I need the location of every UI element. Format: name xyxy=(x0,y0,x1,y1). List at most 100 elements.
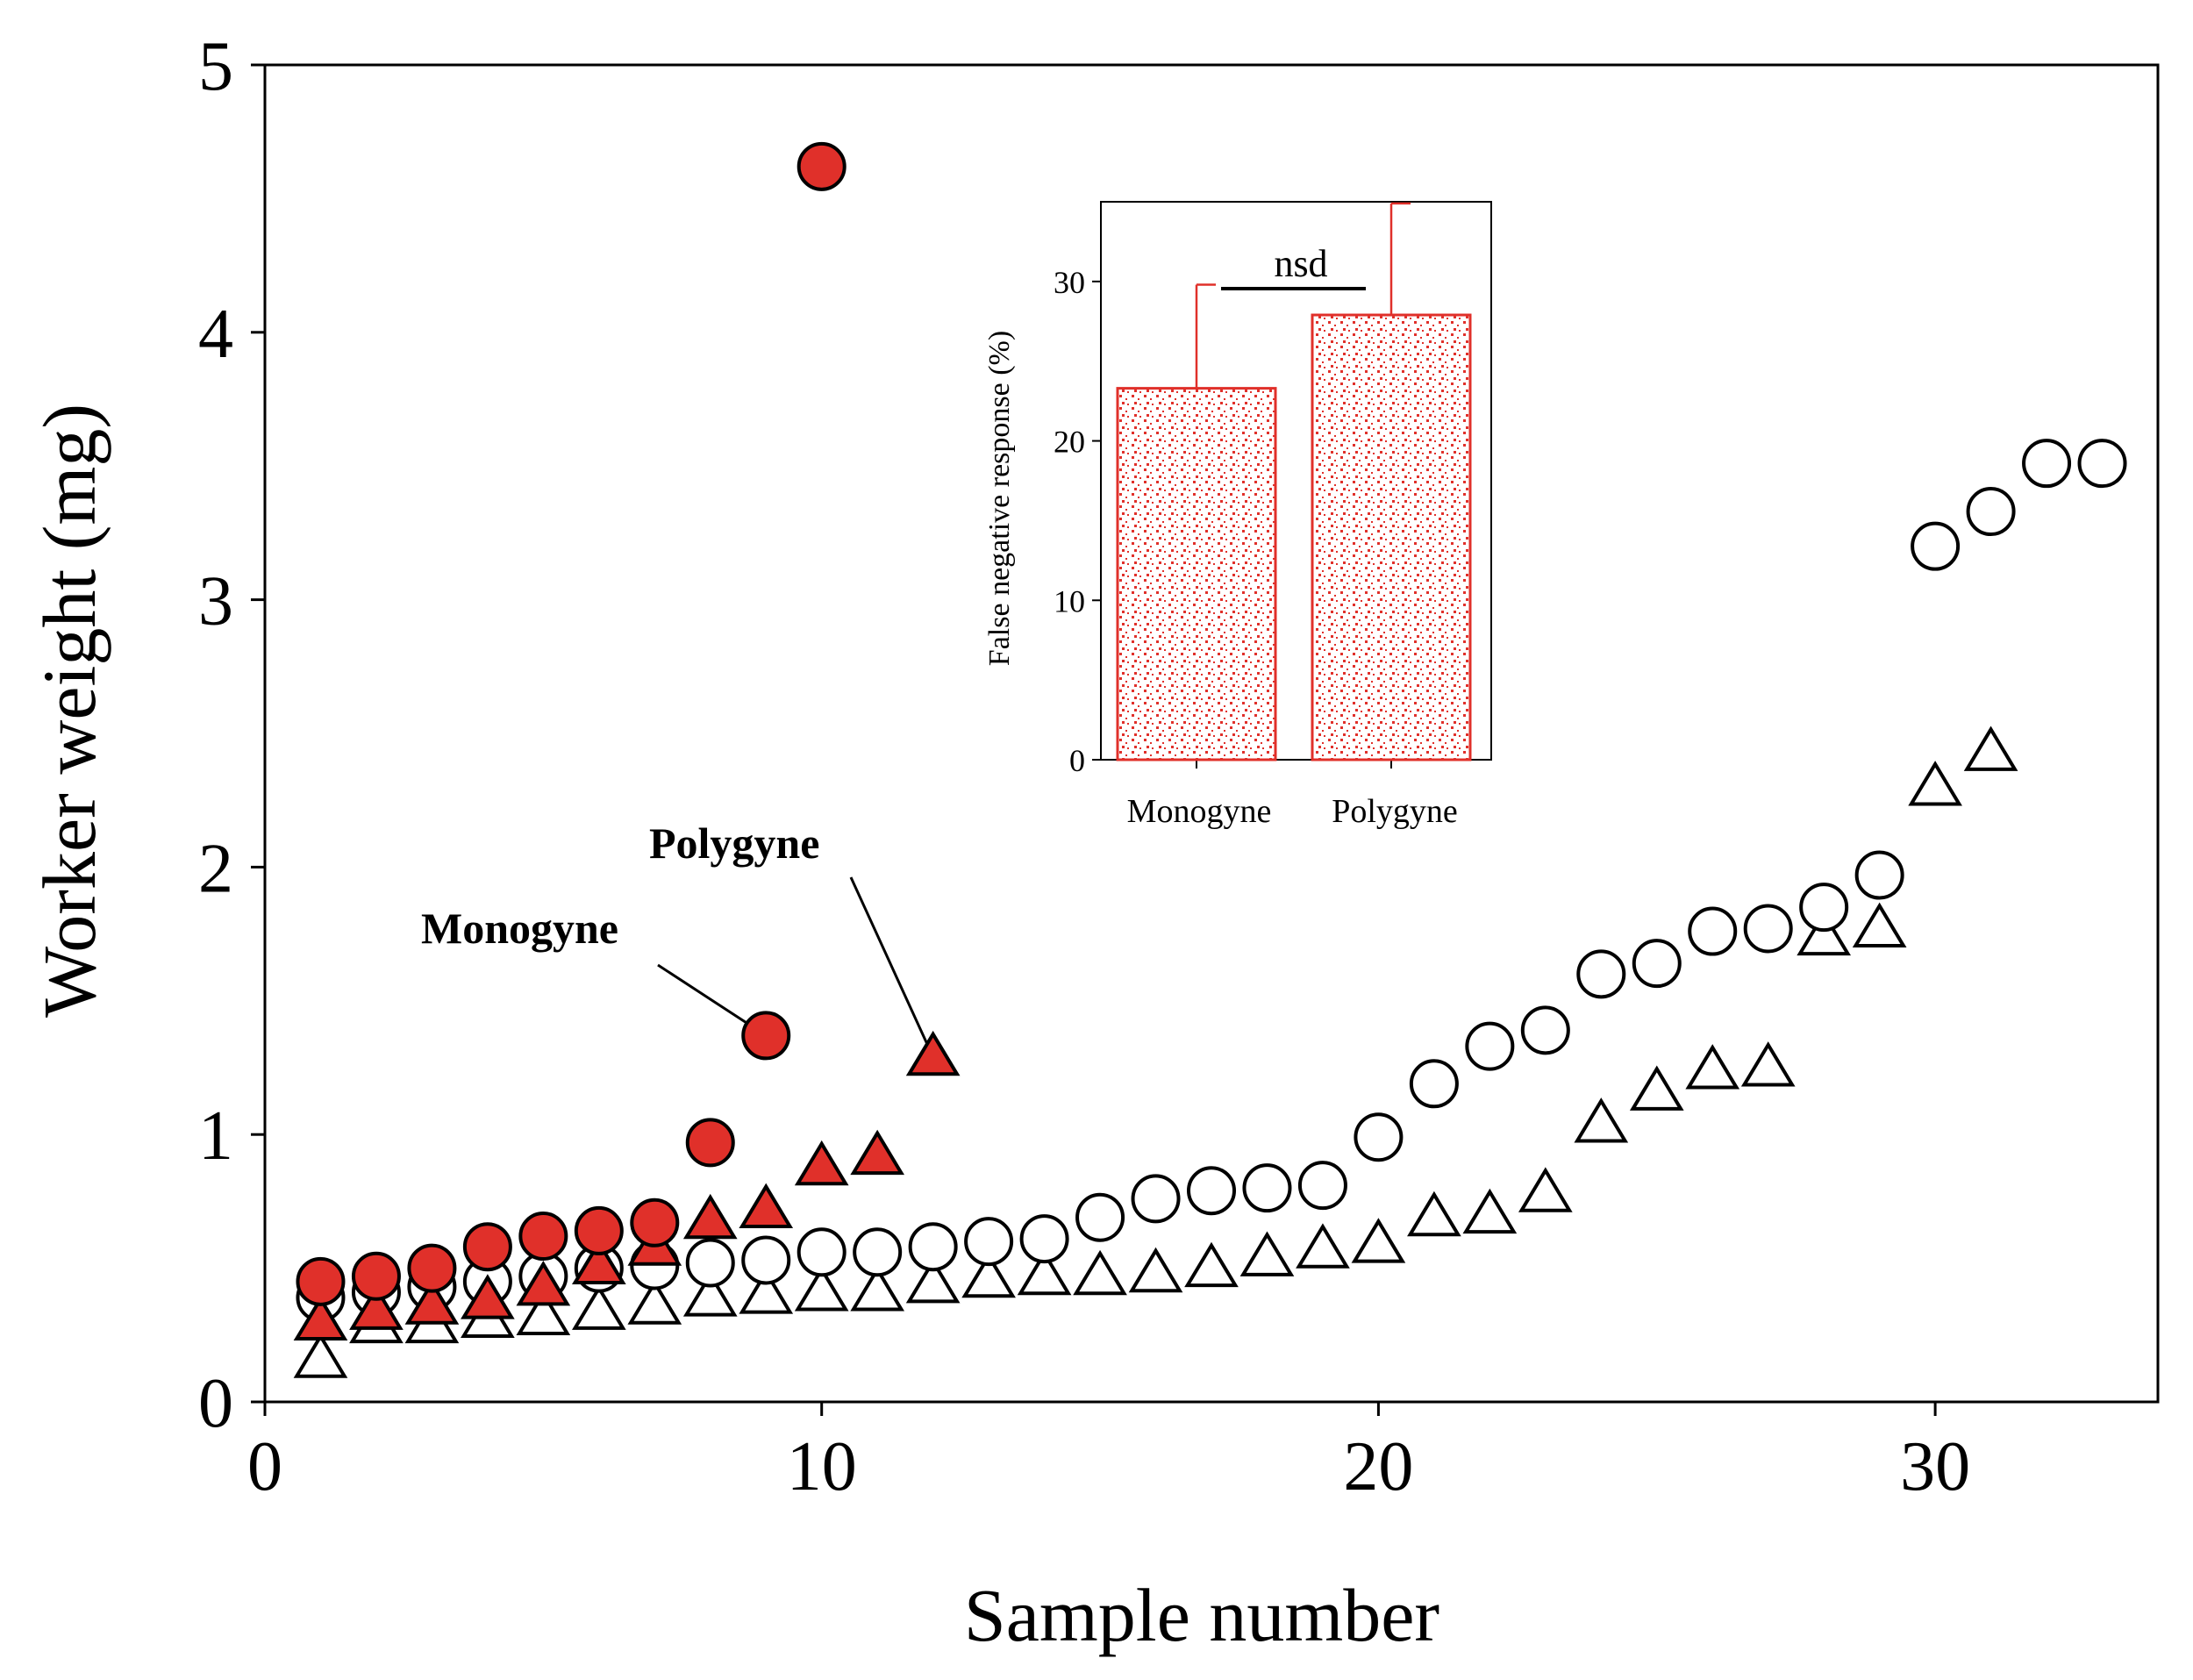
point-open-circle xyxy=(1297,1161,1347,1211)
point-open-triangle xyxy=(1518,1167,1573,1212)
point-polygyne xyxy=(293,1295,348,1341)
point-open-circle xyxy=(1019,1214,1069,1264)
point-open-triangle xyxy=(1963,726,2018,771)
point-open-circle xyxy=(1409,1059,1459,1109)
inset-category-label-monogyne: Monogyne xyxy=(1127,793,1272,830)
y-tick-label: 5 xyxy=(198,28,233,105)
point-open-triangle xyxy=(1574,1097,1629,1143)
point-open-circle xyxy=(1911,521,1961,571)
inset-y-tick-label: 30 xyxy=(1054,265,1085,300)
inset-significance-label: nsd xyxy=(1274,242,1327,285)
x-axis-label: Sample number xyxy=(964,1573,1439,1657)
point-open-triangle xyxy=(516,1290,571,1335)
point-polygyne xyxy=(794,1140,849,1186)
point-open-triangle xyxy=(850,1266,905,1312)
inset-y-axis-label: False negative response (%) xyxy=(983,331,1016,666)
point-polygyne xyxy=(516,1261,571,1306)
point-open-circle xyxy=(2077,439,2127,489)
point-monogyne xyxy=(296,1256,346,1306)
main-scatter-plot: 0 10 20 30 0 1 2 3 4 5 xyxy=(198,28,2160,1505)
inset-category-label-polygyne: Polygyne xyxy=(1332,793,1458,830)
point-open-triangle xyxy=(1407,1190,1461,1237)
point-open-circle xyxy=(964,1217,1014,1267)
point-polygyne xyxy=(905,1030,961,1076)
point-open-circle xyxy=(908,1222,958,1272)
point-monogyne xyxy=(462,1222,512,1272)
point-open-triangle xyxy=(739,1269,794,1314)
point-open-triangle xyxy=(1797,910,1852,956)
point-open-circle xyxy=(1966,487,2016,537)
point-monogyne xyxy=(407,1243,457,1293)
y-axis-label: Worker weight (mg) xyxy=(27,404,111,1018)
x-tick-label: 0 xyxy=(247,1428,282,1505)
point-polygyne xyxy=(349,1284,404,1330)
plot-frame xyxy=(263,63,2160,1404)
point-open-triangle xyxy=(1128,1247,1183,1293)
inset-bar-monogyne xyxy=(1116,387,1277,761)
point-open-circle xyxy=(1131,1174,1181,1224)
point-open-circle xyxy=(2022,439,2072,489)
point-open-circle xyxy=(685,1238,735,1288)
annotation-arrow-polygyne xyxy=(849,876,935,1058)
y-tick-label: 0 xyxy=(198,1365,233,1442)
point-open-triangle xyxy=(1239,1231,1295,1276)
point-open-circle xyxy=(1799,883,1849,933)
point-open-triangle xyxy=(1073,1249,1127,1296)
point-open-triangle xyxy=(1908,761,1962,806)
y-tick-label: 3 xyxy=(198,563,233,640)
point-open-circle xyxy=(1576,949,1626,999)
point-monogyne xyxy=(796,141,846,191)
inset-y-tick-label: 0 xyxy=(1069,743,1085,778)
point-open-triangle xyxy=(1462,1188,1518,1234)
point-monogyne xyxy=(574,1205,624,1255)
point-open-circle xyxy=(1075,1192,1125,1242)
x-tick-label: 10 xyxy=(787,1428,857,1505)
point-open-triangle xyxy=(293,1333,348,1378)
point-open-circle xyxy=(1743,904,1793,954)
point-monogyne xyxy=(351,1251,401,1301)
point-polygyne xyxy=(461,1274,515,1319)
point-open-triangle xyxy=(627,1279,682,1325)
point-open-triangle xyxy=(1740,1041,1796,1087)
point-open-circle xyxy=(1632,939,1682,989)
point-open-circle xyxy=(1854,850,1904,900)
point-polygyne xyxy=(404,1279,460,1325)
point-open-triangle xyxy=(961,1252,1016,1298)
point-open-circle xyxy=(853,1227,903,1277)
point-polygyne xyxy=(682,1193,738,1240)
annotation-monogyne: Monogyne xyxy=(421,904,618,953)
point-open-triangle xyxy=(1296,1223,1350,1269)
point-open-triangle xyxy=(571,1284,626,1330)
point-monogyne xyxy=(685,1118,735,1168)
point-open-circle xyxy=(1242,1163,1292,1213)
point-open-circle xyxy=(1520,1005,1570,1055)
point-open-triangle xyxy=(1351,1218,1406,1263)
point-polygyne xyxy=(850,1129,905,1176)
point-open-triangle xyxy=(794,1266,849,1312)
y-tick-label: 4 xyxy=(198,296,233,373)
inset-bar-chart: 0 10 20 30 xyxy=(1054,201,1492,778)
y-tick-label: 2 xyxy=(198,830,233,907)
point-open-circle xyxy=(1688,906,1738,956)
point-open-triangle xyxy=(905,1258,961,1304)
point-open-circle xyxy=(796,1227,846,1277)
point-monogyne xyxy=(518,1212,568,1262)
x-tick-label: 30 xyxy=(1900,1428,1970,1505)
point-monogyne xyxy=(741,1011,791,1061)
point-polygyne xyxy=(571,1239,626,1285)
x-tick-label: 20 xyxy=(1343,1428,1413,1505)
inset-y-tick-label: 10 xyxy=(1054,583,1085,618)
point-open-triangle xyxy=(682,1271,738,1317)
point-open-triangle xyxy=(1852,902,1907,948)
inset-bar-polygyne xyxy=(1311,313,1472,761)
point-open-triangle xyxy=(1017,1249,1072,1296)
inset-y-tick-label: 20 xyxy=(1054,425,1085,460)
point-monogyne xyxy=(630,1197,680,1247)
point-open-circle xyxy=(1465,1021,1515,1071)
annotation-polygyne: Polygyne xyxy=(649,819,819,868)
point-open-triangle xyxy=(1629,1065,1684,1111)
point-polygyne xyxy=(739,1183,794,1229)
point-open-circle xyxy=(1187,1166,1236,1216)
point-open-triangle xyxy=(1184,1241,1239,1288)
